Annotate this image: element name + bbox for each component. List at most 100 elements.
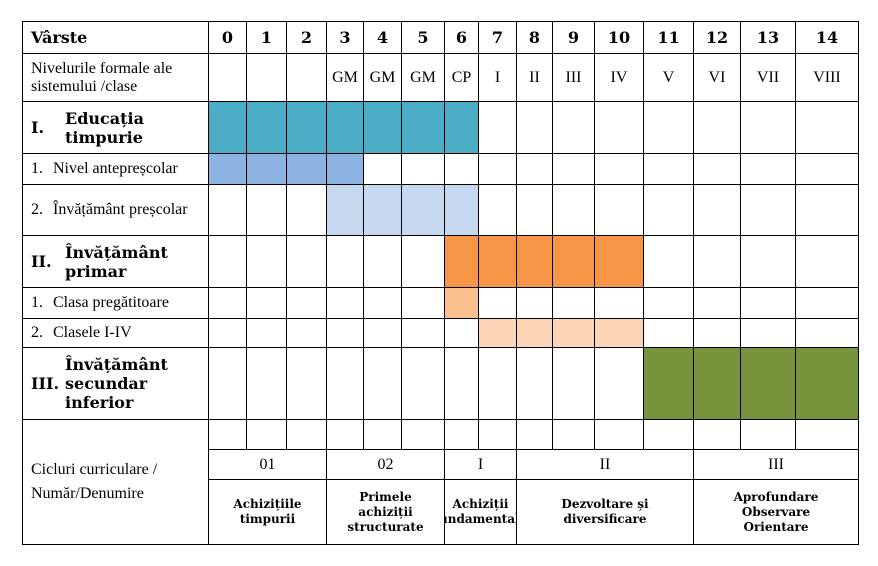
age-cell-text: 6: [455, 27, 468, 47]
table-cell: [594, 347, 644, 420]
level-span-cell: [246, 101, 287, 154]
table-cell: [594, 287, 644, 319]
table-cell: [643, 287, 694, 319]
level-cell: [208, 53, 247, 102]
table-cell: [478, 153, 517, 185]
table-cell: [326, 235, 364, 288]
table-cell: [286, 287, 327, 319]
cycle-name: Primele achiziții structurate: [326, 479, 445, 545]
row-label: III. Învățământ secundar inferior: [22, 347, 209, 420]
table-cell: [740, 235, 796, 288]
table-cell: [208, 235, 247, 288]
table-cell: [478, 287, 517, 319]
table-cell: [208, 287, 247, 319]
level-span-cell: [693, 347, 741, 420]
table-cell: [478, 419, 517, 450]
table-cell: [516, 184, 553, 236]
table-cell: [363, 287, 402, 319]
age-cell: 0: [208, 21, 247, 54]
level-span-cell: [363, 184, 402, 236]
level-span-cell: [516, 318, 553, 348]
table-cell: [401, 318, 445, 348]
age-cell-text: 4: [376, 27, 389, 47]
level-cell-text: VIII: [813, 68, 841, 86]
table-cell: [444, 419, 479, 450]
age-cell: 2: [286, 21, 327, 54]
age-header-text: Vârste: [31, 27, 88, 47]
level-cell-text: IV: [610, 68, 628, 86]
level-cell: CP: [444, 53, 479, 102]
level-span-cell: [478, 235, 517, 288]
table-cell: [795, 287, 859, 319]
cycle-name-text: Achiziții fundamentale: [445, 497, 516, 526]
table-cell: [286, 347, 327, 420]
row-number: III.: [31, 374, 60, 393]
table-cell: [795, 235, 859, 288]
table-cell: [740, 419, 796, 450]
table-cell: [326, 287, 364, 319]
level-span-cell: [286, 101, 327, 154]
table-cell: [208, 184, 247, 236]
level-span-cell: [326, 101, 364, 154]
level-span-cell: [208, 101, 247, 154]
level-span-cell: [516, 235, 553, 288]
age-cell: 7: [478, 21, 517, 54]
cycle-number: 01: [208, 449, 327, 480]
level-span-cell: [208, 153, 247, 185]
cycles-label: Cicluri curriculare / Număr/Denumire: [22, 419, 209, 545]
table-cell: [795, 153, 859, 185]
cycle-name: Achizițiile timpurii: [208, 479, 327, 545]
level-cell: II: [516, 53, 553, 102]
age-cell-text: 10: [607, 27, 631, 47]
table-cell: [208, 347, 247, 420]
table-cell: [795, 184, 859, 236]
table-cell: [594, 184, 644, 236]
table-cell: [740, 318, 796, 348]
age-cell: 14: [795, 21, 859, 54]
table-cell: [594, 101, 644, 154]
table-cell: [516, 101, 553, 154]
table-cell: [286, 184, 327, 236]
table-cell: [401, 419, 445, 450]
age-cell-text: 8: [528, 27, 541, 47]
level-cell: IV: [594, 53, 644, 102]
level-cell: VII: [740, 53, 796, 102]
table-cell: [326, 318, 364, 348]
table-cell: [246, 287, 287, 319]
level-span-cell: [594, 235, 644, 288]
cycle-number-text: II: [599, 455, 611, 473]
table-cell: [478, 101, 517, 154]
table-cell: [286, 419, 327, 450]
table-cell: [795, 318, 859, 348]
cycle-name: Dezvoltare și diversificare: [516, 479, 694, 545]
age-cell: 8: [516, 21, 553, 54]
level-span-cell: [740, 347, 796, 420]
cycle-number: II: [516, 449, 694, 480]
table-cell: [401, 235, 445, 288]
level-span-cell: [444, 287, 479, 319]
level-cell-text: VII: [756, 68, 780, 86]
age-cell-text: 1: [260, 27, 273, 47]
table-cell: [363, 235, 402, 288]
row-label: 1. Nivel antepreșcolar: [22, 153, 209, 185]
table-cell: [643, 101, 694, 154]
cycle-number-text: 02: [377, 455, 394, 473]
row-label: II. Învățământ primar: [22, 235, 209, 288]
age-cell-text: 7: [491, 27, 504, 47]
age-cell-text: 11: [657, 27, 680, 47]
table-cell: [516, 347, 553, 420]
age-cell: 9: [552, 21, 595, 54]
level-span-cell: [246, 153, 287, 185]
age-cell: 3: [326, 21, 364, 54]
age-cell: 6: [444, 21, 479, 54]
age-cell-text: 14: [815, 27, 839, 47]
level-cell-text: VI: [708, 68, 726, 86]
table-cell: [326, 347, 364, 420]
level-cell-text: GM: [410, 68, 436, 86]
table-cell: [444, 347, 479, 420]
table-cell: [401, 347, 445, 420]
level-span-cell: [401, 184, 445, 236]
level-span-cell: [643, 347, 694, 420]
table-cell: [552, 347, 595, 420]
